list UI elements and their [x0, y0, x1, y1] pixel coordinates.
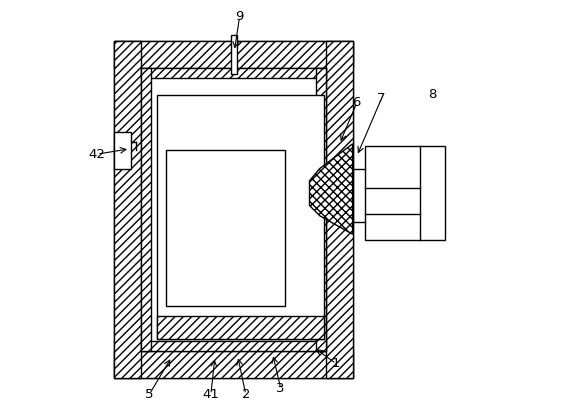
Bar [141, 68, 151, 351]
Text: 5: 5 [145, 388, 154, 401]
Text: 42: 42 [88, 148, 105, 161]
Bar [232, 35, 237, 74]
Bar [141, 68, 326, 78]
Text: 7: 7 [377, 92, 386, 105]
Text: 1: 1 [332, 357, 340, 370]
Text: 8: 8 [428, 88, 437, 101]
Bar [157, 95, 324, 339]
Text: 3: 3 [276, 382, 285, 395]
Text: 9: 9 [236, 10, 244, 23]
Text: 41: 41 [203, 388, 219, 401]
Bar [141, 341, 326, 351]
Bar [114, 41, 141, 378]
Bar [114, 351, 353, 378]
Text: 2: 2 [242, 388, 250, 401]
Bar [157, 316, 324, 339]
Polygon shape [310, 144, 353, 234]
Bar [315, 68, 326, 351]
Bar [166, 150, 285, 306]
Bar [326, 41, 353, 378]
Text: 6: 6 [353, 96, 361, 109]
Bar [114, 132, 131, 169]
Bar [365, 146, 445, 240]
Bar [114, 41, 353, 68]
Bar [114, 41, 353, 378]
